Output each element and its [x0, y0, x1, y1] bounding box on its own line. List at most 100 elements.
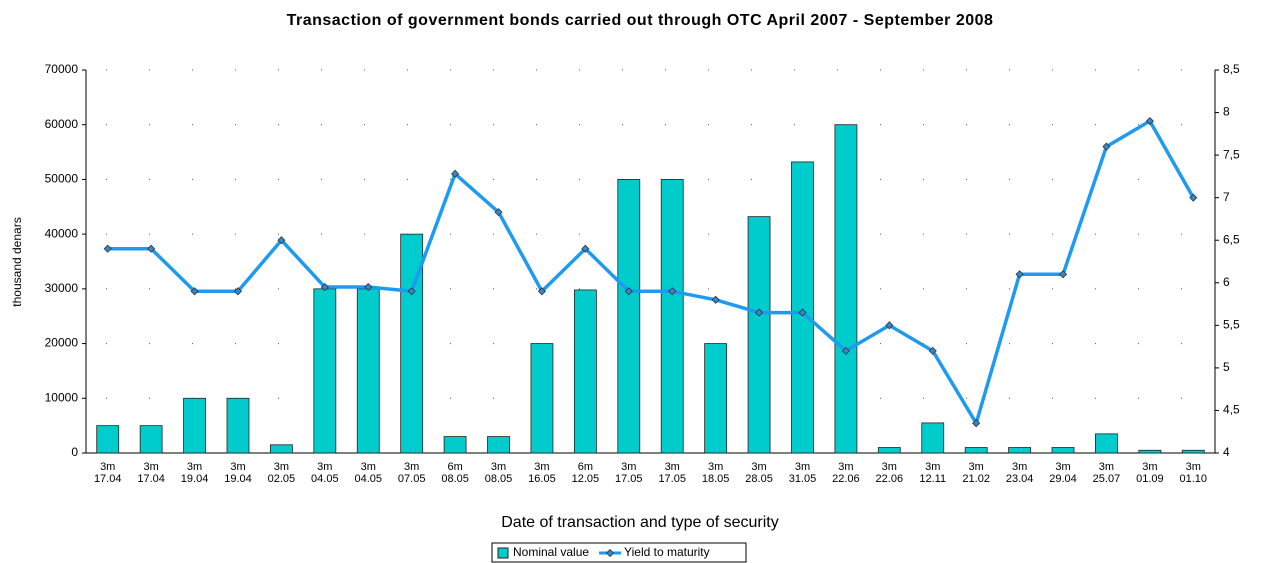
bar — [226, 397, 250, 454]
bar — [1138, 449, 1162, 454]
bar — [139, 425, 163, 454]
y-tick-label: 70000 — [45, 62, 79, 76]
x-tick-label: 16.05 — [528, 473, 556, 485]
bar — [660, 179, 684, 454]
x-tick-label: 01.09 — [1136, 473, 1164, 485]
line-marker — [841, 346, 850, 355]
x-tick-label: 3m — [795, 461, 810, 473]
x-tick-label: 3m — [100, 461, 115, 473]
x-tick-label: 3m — [1186, 461, 1201, 473]
y-tick-label: 30000 — [45, 281, 79, 295]
y-tick-label: 50000 — [45, 172, 79, 186]
legend-marker — [605, 548, 615, 558]
x-tick-label: 08.05 — [441, 473, 469, 485]
line-marker — [972, 419, 981, 428]
y-tick-label: 60000 — [45, 117, 79, 131]
bar — [400, 233, 424, 454]
line-marker — [147, 244, 156, 253]
x-tick-label: 02.05 — [268, 473, 296, 485]
line-marker — [1058, 270, 1068, 279]
x-tick-label: 3m — [665, 461, 680, 473]
chart-title: Transaction of government bonds carried … — [287, 12, 994, 29]
y-axis-title: thousand denars — [10, 217, 24, 306]
legend-label: Yield to maturity — [624, 545, 710, 559]
y2-tick-label: 5,5 — [1223, 318, 1240, 332]
bar — [96, 425, 120, 454]
x-tick-label: 18.05 — [702, 473, 730, 485]
bar — [313, 288, 337, 454]
line-marker — [537, 287, 547, 296]
bar — [183, 397, 206, 454]
line-marker — [798, 308, 807, 317]
y-tick-label: 20000 — [45, 336, 79, 350]
line-marker — [885, 321, 894, 330]
y2-tick-label: 8 — [1223, 105, 1230, 119]
y-tick-label: 40000 — [45, 226, 79, 240]
y2-tick-label: 7,5 — [1223, 147, 1240, 161]
x-tick-label: 19.04 — [181, 473, 209, 485]
x-tick-label: 3m — [1099, 461, 1114, 473]
x-tick-label: 3m — [751, 461, 766, 473]
x-tick-label: 3m — [925, 461, 940, 473]
bar — [443, 436, 467, 454]
bar — [921, 422, 945, 454]
y-tick-label: 0 — [71, 445, 78, 459]
bar — [530, 343, 554, 454]
line-marker — [407, 287, 416, 296]
line-marker — [1015, 270, 1024, 279]
bar — [1008, 447, 1031, 454]
line-marker — [233, 287, 243, 296]
x-tick-label: 3m — [1142, 461, 1157, 473]
line-marker — [103, 244, 112, 253]
bar — [487, 436, 510, 454]
bar — [1095, 433, 1118, 454]
bar — [270, 444, 293, 454]
x-tick-label: 22.06 — [832, 473, 860, 485]
line-marker — [1145, 117, 1154, 126]
bar — [877, 447, 901, 454]
bar — [791, 161, 814, 454]
line-marker — [928, 346, 937, 355]
x-tick-label: 3m — [361, 461, 376, 473]
line-marker — [494, 208, 503, 217]
x-tick-label: 25.07 — [1093, 473, 1121, 485]
legend-label: Nominal value — [513, 545, 589, 559]
bar — [834, 124, 858, 454]
line-marker — [668, 287, 677, 296]
y2-tick-label: 4,5 — [1223, 403, 1240, 417]
x-tick-label: 08.05 — [485, 473, 513, 485]
x-tick-label: 3m — [1012, 461, 1027, 473]
x-tick-label: 17.05 — [615, 473, 643, 485]
x-tick-label: 3m — [882, 461, 897, 473]
line-marker — [581, 244, 590, 253]
bar — [704, 343, 728, 454]
y2-tick-label: 7 — [1223, 190, 1230, 204]
bar — [356, 288, 380, 454]
x-tick-label: 6m — [578, 461, 593, 473]
bar — [1051, 447, 1075, 454]
x-tick-label: 19.04 — [224, 473, 252, 485]
line — [107, 119, 1195, 425]
x-tick-label: 12.11 — [919, 473, 946, 485]
y2-tick-label: 6 — [1223, 275, 1230, 289]
x-tick-label: 12.05 — [572, 473, 600, 485]
x-tick-label: 17.04 — [137, 473, 165, 485]
y-tick-label: 10000 — [45, 390, 79, 404]
bar — [573, 289, 597, 454]
x-tick-label: 6m — [447, 461, 462, 473]
bar — [617, 179, 641, 454]
line-marker — [451, 169, 460, 178]
x-tick-label: 28.05 — [745, 473, 773, 485]
x-tick-label: 29.04 — [1049, 473, 1077, 485]
bar — [1181, 449, 1205, 454]
x-tick-label: 01.10 — [1180, 473, 1208, 485]
x-tick-label: 3m — [317, 461, 332, 473]
x-tick-label: 17.04 — [94, 473, 122, 485]
x-tick-label: 21.02 — [962, 473, 990, 485]
x-tick-label: 3m — [969, 461, 984, 473]
x-tick-label: 3m — [1055, 461, 1070, 473]
line-marker — [364, 282, 373, 292]
x-tick-label: 3m — [621, 461, 636, 473]
x-tick-label: 31.05 — [789, 473, 817, 485]
